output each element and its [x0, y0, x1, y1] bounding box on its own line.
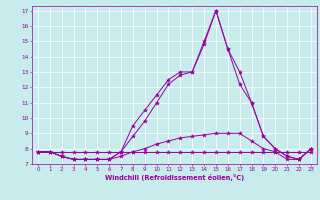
X-axis label: Windchill (Refroidissement éolien,°C): Windchill (Refroidissement éolien,°C) [105, 174, 244, 181]
